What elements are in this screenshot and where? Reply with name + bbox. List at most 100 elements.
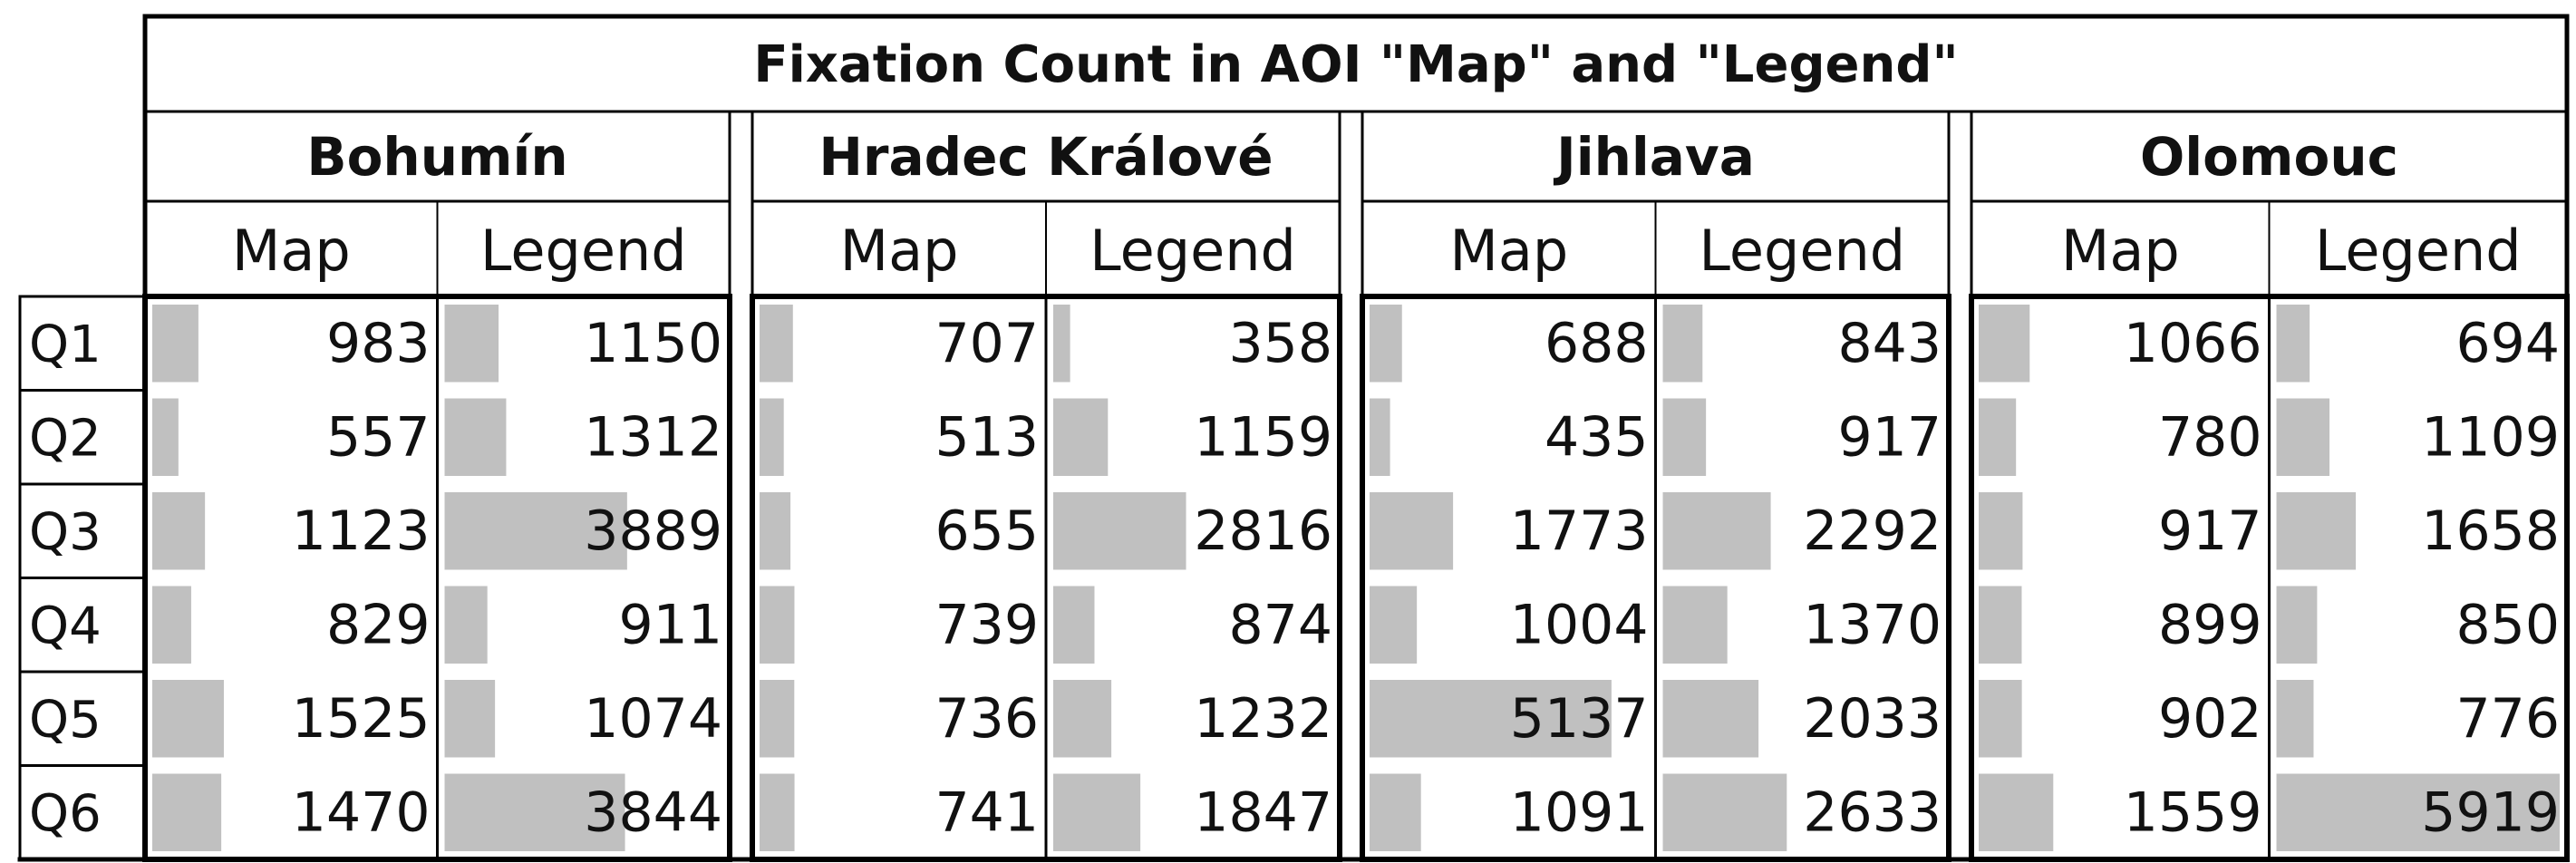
data-bar — [1979, 398, 2017, 476]
map-value: 780 — [2158, 406, 2262, 470]
data-bar — [2276, 305, 2310, 383]
map-value: 707 — [935, 312, 1039, 375]
data-bar — [152, 773, 222, 851]
map-value: 435 — [1545, 406, 1649, 470]
data-bar — [1370, 773, 1421, 851]
map-value: 1123 — [292, 499, 431, 563]
map-value: 902 — [2158, 687, 2262, 751]
subcolumn-label-legend: Legend — [1699, 218, 1905, 284]
map-value: 829 — [326, 594, 431, 657]
data-bar — [152, 492, 206, 570]
data-bar — [2276, 398, 2330, 476]
data-bar — [1053, 680, 1112, 758]
data-bar — [152, 305, 199, 383]
subcolumn-label-map: Map — [2061, 218, 2180, 284]
data-bar — [152, 398, 179, 476]
data-bar — [760, 680, 795, 758]
data-bar — [444, 773, 625, 851]
map-value: 655 — [935, 499, 1039, 563]
legend-value: 1150 — [584, 312, 722, 375]
data-bar — [152, 586, 191, 664]
data-bar — [1662, 773, 1787, 851]
map-value: 513 — [935, 406, 1039, 470]
data-bar — [1662, 680, 1759, 758]
data-bar — [1662, 492, 1771, 570]
data-bar — [1979, 305, 2030, 383]
map-value: 1559 — [2124, 781, 2262, 845]
legend-value: 1658 — [2421, 499, 2560, 563]
data-bar — [2276, 586, 2318, 664]
data-bar — [444, 586, 488, 664]
legend-value: 2292 — [1803, 499, 1942, 563]
map-value: 557 — [326, 406, 431, 470]
data-bar — [1979, 492, 2023, 570]
map-value: 736 — [935, 687, 1039, 751]
row-label: Q2 — [29, 410, 102, 469]
data-bar — [760, 586, 795, 664]
subcolumn-label-legend: Legend — [480, 218, 687, 284]
data-bar — [152, 680, 224, 758]
data-bar — [2276, 680, 2314, 758]
legend-value: 843 — [1837, 312, 1942, 375]
data-bar — [1053, 773, 1141, 851]
map-value: 1773 — [1510, 499, 1649, 563]
data-bar — [1370, 586, 1418, 664]
legend-value: 3844 — [584, 781, 722, 845]
map-value: 983 — [326, 312, 431, 375]
map-value: 688 — [1545, 312, 1649, 375]
legend-value: 1232 — [1194, 687, 1332, 751]
subcolumn-label-legend: Legend — [2315, 218, 2522, 284]
data-bar — [1053, 586, 1095, 664]
map-value: 741 — [935, 781, 1039, 845]
data-bar — [2276, 492, 2357, 570]
data-bar — [1662, 586, 1728, 664]
group-label: Jihlava — [1553, 126, 1755, 188]
row-label: Q5 — [29, 691, 102, 750]
data-bar — [444, 398, 507, 476]
data-bar — [1053, 305, 1070, 383]
data-bar — [1370, 305, 1402, 383]
legend-value: 917 — [1837, 406, 1942, 470]
group-label: Hradec Králové — [818, 126, 1273, 188]
data-bar — [1370, 492, 1454, 570]
map-value: 917 — [2158, 499, 2262, 563]
legend-value: 3889 — [584, 499, 722, 563]
legend-value: 911 — [618, 594, 722, 657]
data-bar — [444, 305, 499, 383]
map-value: 899 — [2158, 594, 2262, 657]
data-bar — [760, 398, 784, 476]
legend-value: 874 — [1228, 594, 1332, 657]
legend-value: 5919 — [2421, 781, 2560, 845]
legend-value: 2033 — [1803, 687, 1942, 751]
data-bar — [444, 492, 627, 570]
legend-value: 776 — [2455, 687, 2560, 751]
legend-value: 1312 — [584, 406, 722, 470]
subcolumn-label-map: Map — [232, 218, 351, 284]
data-bar — [1979, 586, 2022, 664]
legend-value: 1159 — [1194, 406, 1332, 470]
map-value: 739 — [935, 594, 1039, 657]
legend-value: 358 — [1228, 312, 1332, 375]
data-bar — [1662, 398, 1707, 476]
group-label: Bohumín — [306, 126, 567, 188]
data-bar — [760, 773, 795, 851]
legend-value: 1074 — [584, 687, 722, 751]
table-title: Fixation Count in AOI "Map" and "Legend" — [753, 35, 1958, 94]
legend-value: 1109 — [2421, 406, 2560, 470]
legend-value: 2633 — [1803, 781, 1942, 845]
data-bar — [1053, 398, 1109, 476]
data-bar — [1370, 680, 1612, 758]
data-bar — [1662, 305, 1703, 383]
data-bar — [1979, 773, 2054, 851]
legend-value: 850 — [2455, 594, 2560, 657]
data-bar — [1370, 398, 1390, 476]
legend-value: 2816 — [1194, 499, 1332, 563]
subcolumn-label-legend: Legend — [1089, 218, 1296, 284]
data-bar — [1979, 680, 2022, 758]
row-label: Q1 — [29, 315, 102, 374]
row-label: Q3 — [29, 503, 102, 562]
map-value: 1091 — [1510, 781, 1649, 845]
subcolumn-label-map: Map — [1449, 218, 1568, 284]
data-bar — [760, 305, 793, 383]
